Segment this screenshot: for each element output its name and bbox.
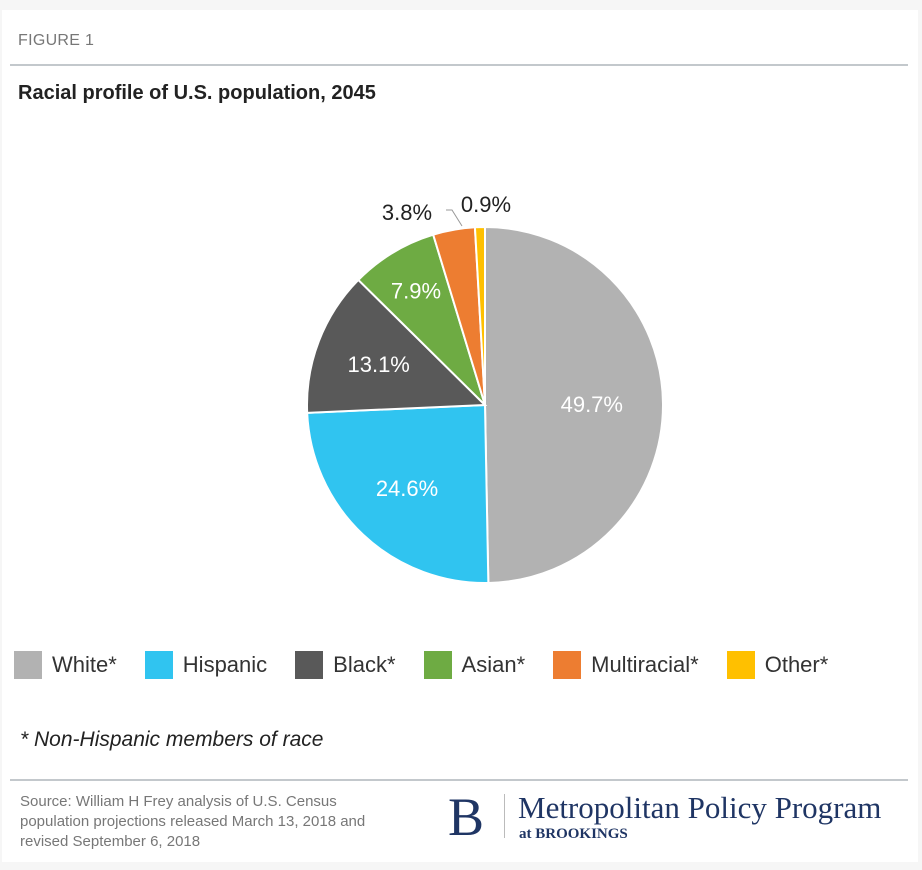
divider	[10, 64, 908, 66]
legend-swatch	[726, 651, 755, 679]
pie-slice-white	[484, 225, 664, 584]
legend-swatch	[144, 651, 173, 679]
legend-label: Asian*	[461, 652, 526, 677]
pie-slice-hispanic	[306, 403, 490, 584]
legend-swatch	[295, 651, 324, 679]
divider	[10, 779, 908, 781]
data-label: 24.6%	[376, 476, 438, 501]
legend-swatch	[423, 651, 452, 679]
legend-label: Black*	[333, 652, 396, 677]
legend-swatch	[14, 651, 42, 679]
logo-divider	[504, 794, 505, 838]
data-label: 7.9%	[391, 279, 441, 304]
logo-name: Metropolitan Policy Program	[518, 790, 882, 825]
legend-item: Multiracial*	[553, 651, 699, 679]
chart-title: Racial profile of U.S. population, 2045	[18, 82, 376, 104]
pie-chart: 49.7% 24.6% 13.1% 7.9% 3.8% 0.9%	[306, 192, 664, 584]
leader-line	[446, 209, 463, 227]
legend: White* Hispanic Black* Asian* Multiracial* Ot…	[14, 651, 856, 679]
legend-item: Asian*	[423, 651, 526, 679]
pie-slice-black	[306, 278, 488, 414]
legend-item: Other*	[726, 651, 829, 679]
legend-label: Multiracial*	[591, 652, 699, 677]
data-label: 0.9%	[461, 192, 511, 217]
legend-item: White*	[14, 651, 117, 679]
legend-label: Other*	[764, 652, 829, 677]
data-label: 3.8%	[382, 200, 432, 225]
legend-label: White*	[52, 652, 117, 677]
footnote: * Non-Hispanic members of race	[20, 728, 324, 751]
figure-label: FIGURE 1	[18, 32, 95, 49]
logo-letter: B	[448, 787, 485, 847]
legend-item: Black*	[295, 651, 396, 679]
legend-swatch	[553, 651, 582, 679]
logo-sub: at BROOKINGS	[519, 826, 628, 842]
source-text: Source: William H Frey analysis of U.S. …	[20, 793, 366, 850]
legend-label: Hispanic	[182, 652, 268, 677]
data-label: 49.7%	[561, 392, 623, 417]
pie-slice-other	[473, 225, 486, 406]
legend-item: Hispanic	[144, 651, 268, 679]
data-label: 13.1%	[347, 352, 409, 377]
